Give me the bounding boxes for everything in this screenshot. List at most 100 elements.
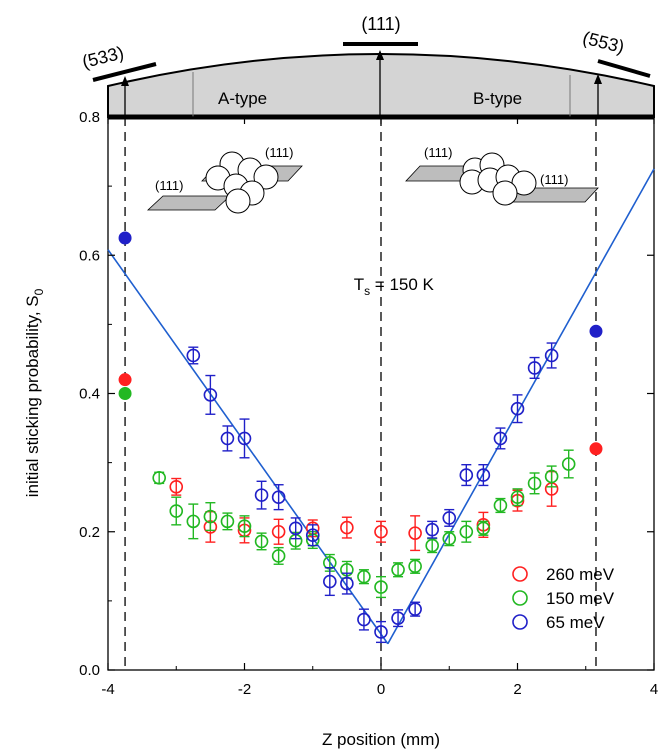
- data-point: [561, 457, 576, 471]
- y-axis-title-main: initial sticking probability, S: [23, 295, 42, 497]
- inset-right-top-label: (111): [424, 145, 452, 160]
- facet-553-bar: [597, 59, 651, 78]
- y-tick-label: 0.0: [79, 662, 100, 679]
- data-point: [476, 468, 491, 482]
- data-point: [374, 524, 388, 539]
- data-point: [459, 524, 474, 539]
- data-point: [544, 348, 559, 363]
- data-point: [357, 569, 371, 584]
- legend: 260 meV 150 meV 65 meV: [512, 565, 615, 632]
- data-point: [271, 549, 286, 563]
- filled-data-point: [589, 442, 603, 456]
- filled-data-point: [118, 231, 132, 245]
- data-point: [169, 480, 184, 494]
- x-axis-title: Z position (mm): [322, 730, 440, 749]
- x-tick-label: -4: [101, 681, 114, 698]
- data-point: [152, 471, 166, 485]
- fit-line: [387, 168, 655, 645]
- data-point: [425, 538, 439, 553]
- inset-b-type-step: (111) (111): [405, 145, 599, 206]
- data-point: [425, 522, 439, 537]
- data-point: [374, 580, 388, 594]
- series-150-meV: [118, 387, 576, 599]
- inset-left-bottom-label: (111): [155, 178, 183, 193]
- data-point: [391, 611, 405, 625]
- y-axis-title-sub: 0: [32, 288, 46, 295]
- data-point: [391, 562, 405, 577]
- y-tick-label: 0.2: [79, 524, 100, 541]
- filled-data-point: [118, 373, 132, 387]
- data-point: [340, 576, 354, 591]
- data-points: [118, 231, 603, 644]
- data-point: [237, 519, 252, 534]
- facet-533-bar: [92, 62, 157, 82]
- inset-left-top-label: (111): [265, 145, 293, 160]
- data-point: [220, 514, 235, 529]
- facet-553-label: (553): [581, 28, 627, 58]
- temperature-subscript: s: [364, 284, 370, 298]
- fit-line: [107, 249, 389, 645]
- filled-data-point: [589, 324, 603, 338]
- series-260-meV: [118, 373, 603, 552]
- data-point: [527, 476, 542, 491]
- filled-data-point: [118, 387, 132, 400]
- data-point: [186, 514, 201, 529]
- legend-label: 65 meV: [546, 613, 605, 632]
- legend-label: 150 meV: [546, 589, 615, 608]
- data-point: [186, 348, 201, 363]
- data-point: [493, 498, 508, 513]
- data-point: [254, 488, 269, 502]
- temperature-symbol: T: [354, 275, 364, 294]
- data-point: [442, 511, 457, 525]
- temperature-annotation: Ts = 150 K: [354, 275, 435, 298]
- legend-marker: [512, 566, 528, 582]
- arrow-111: [376, 50, 384, 117]
- data-point: [408, 602, 422, 616]
- data-point: [527, 361, 542, 375]
- axes: -4 -2 0 2 4 0.0 0.2 0.4 0.6 0.8: [79, 109, 658, 698]
- x-tick-label: 0: [377, 681, 385, 698]
- data-point: [203, 509, 218, 524]
- data-point: [220, 431, 235, 446]
- data-point: [203, 388, 218, 402]
- arrow-553: [594, 74, 602, 117]
- inset-right-bottom-label: (111): [540, 172, 568, 187]
- data-point: [510, 490, 525, 504]
- crystal-body: [107, 53, 655, 118]
- y-axis-title: initial sticking probability, S0: [23, 288, 46, 497]
- arrow-533: [121, 76, 129, 117]
- x-tick-label: 2: [513, 681, 521, 698]
- data-point: [271, 490, 286, 504]
- facet-533-label: (533): [80, 42, 126, 72]
- x-tick-label: -2: [238, 681, 251, 698]
- data-point: [408, 559, 422, 574]
- b-type-label: B-type: [473, 89, 522, 108]
- fit-lines: [107, 168, 655, 645]
- y-tick-label: 0.4: [79, 386, 100, 403]
- data-point: [442, 531, 457, 546]
- y-tick-label: 0.6: [79, 247, 100, 264]
- data-point: [374, 625, 388, 639]
- data-point: [493, 431, 508, 446]
- temperature-value: = 150 K: [370, 275, 434, 294]
- data-point: [271, 524, 286, 539]
- crystal-profile: A-type B-type (111) (533) (553): [80, 14, 655, 120]
- data-point: [237, 431, 252, 446]
- data-point: [544, 469, 559, 484]
- y-tick-label: 0.8: [79, 109, 100, 126]
- data-point: [459, 468, 474, 482]
- data-point: [476, 521, 491, 536]
- data-point: [254, 534, 269, 549]
- legend-label: 260 meV: [546, 565, 615, 584]
- data-point: [305, 528, 320, 543]
- legend-marker: [512, 614, 528, 630]
- data-point: [340, 520, 354, 535]
- data-point: [408, 526, 422, 540]
- data-point: [288, 521, 303, 536]
- a-type-label: A-type: [218, 89, 267, 108]
- facet-111-label: (111): [361, 14, 400, 34]
- x-tick-label: 4: [650, 681, 658, 698]
- series-65-meV: [118, 231, 603, 644]
- data-point: [323, 574, 337, 589]
